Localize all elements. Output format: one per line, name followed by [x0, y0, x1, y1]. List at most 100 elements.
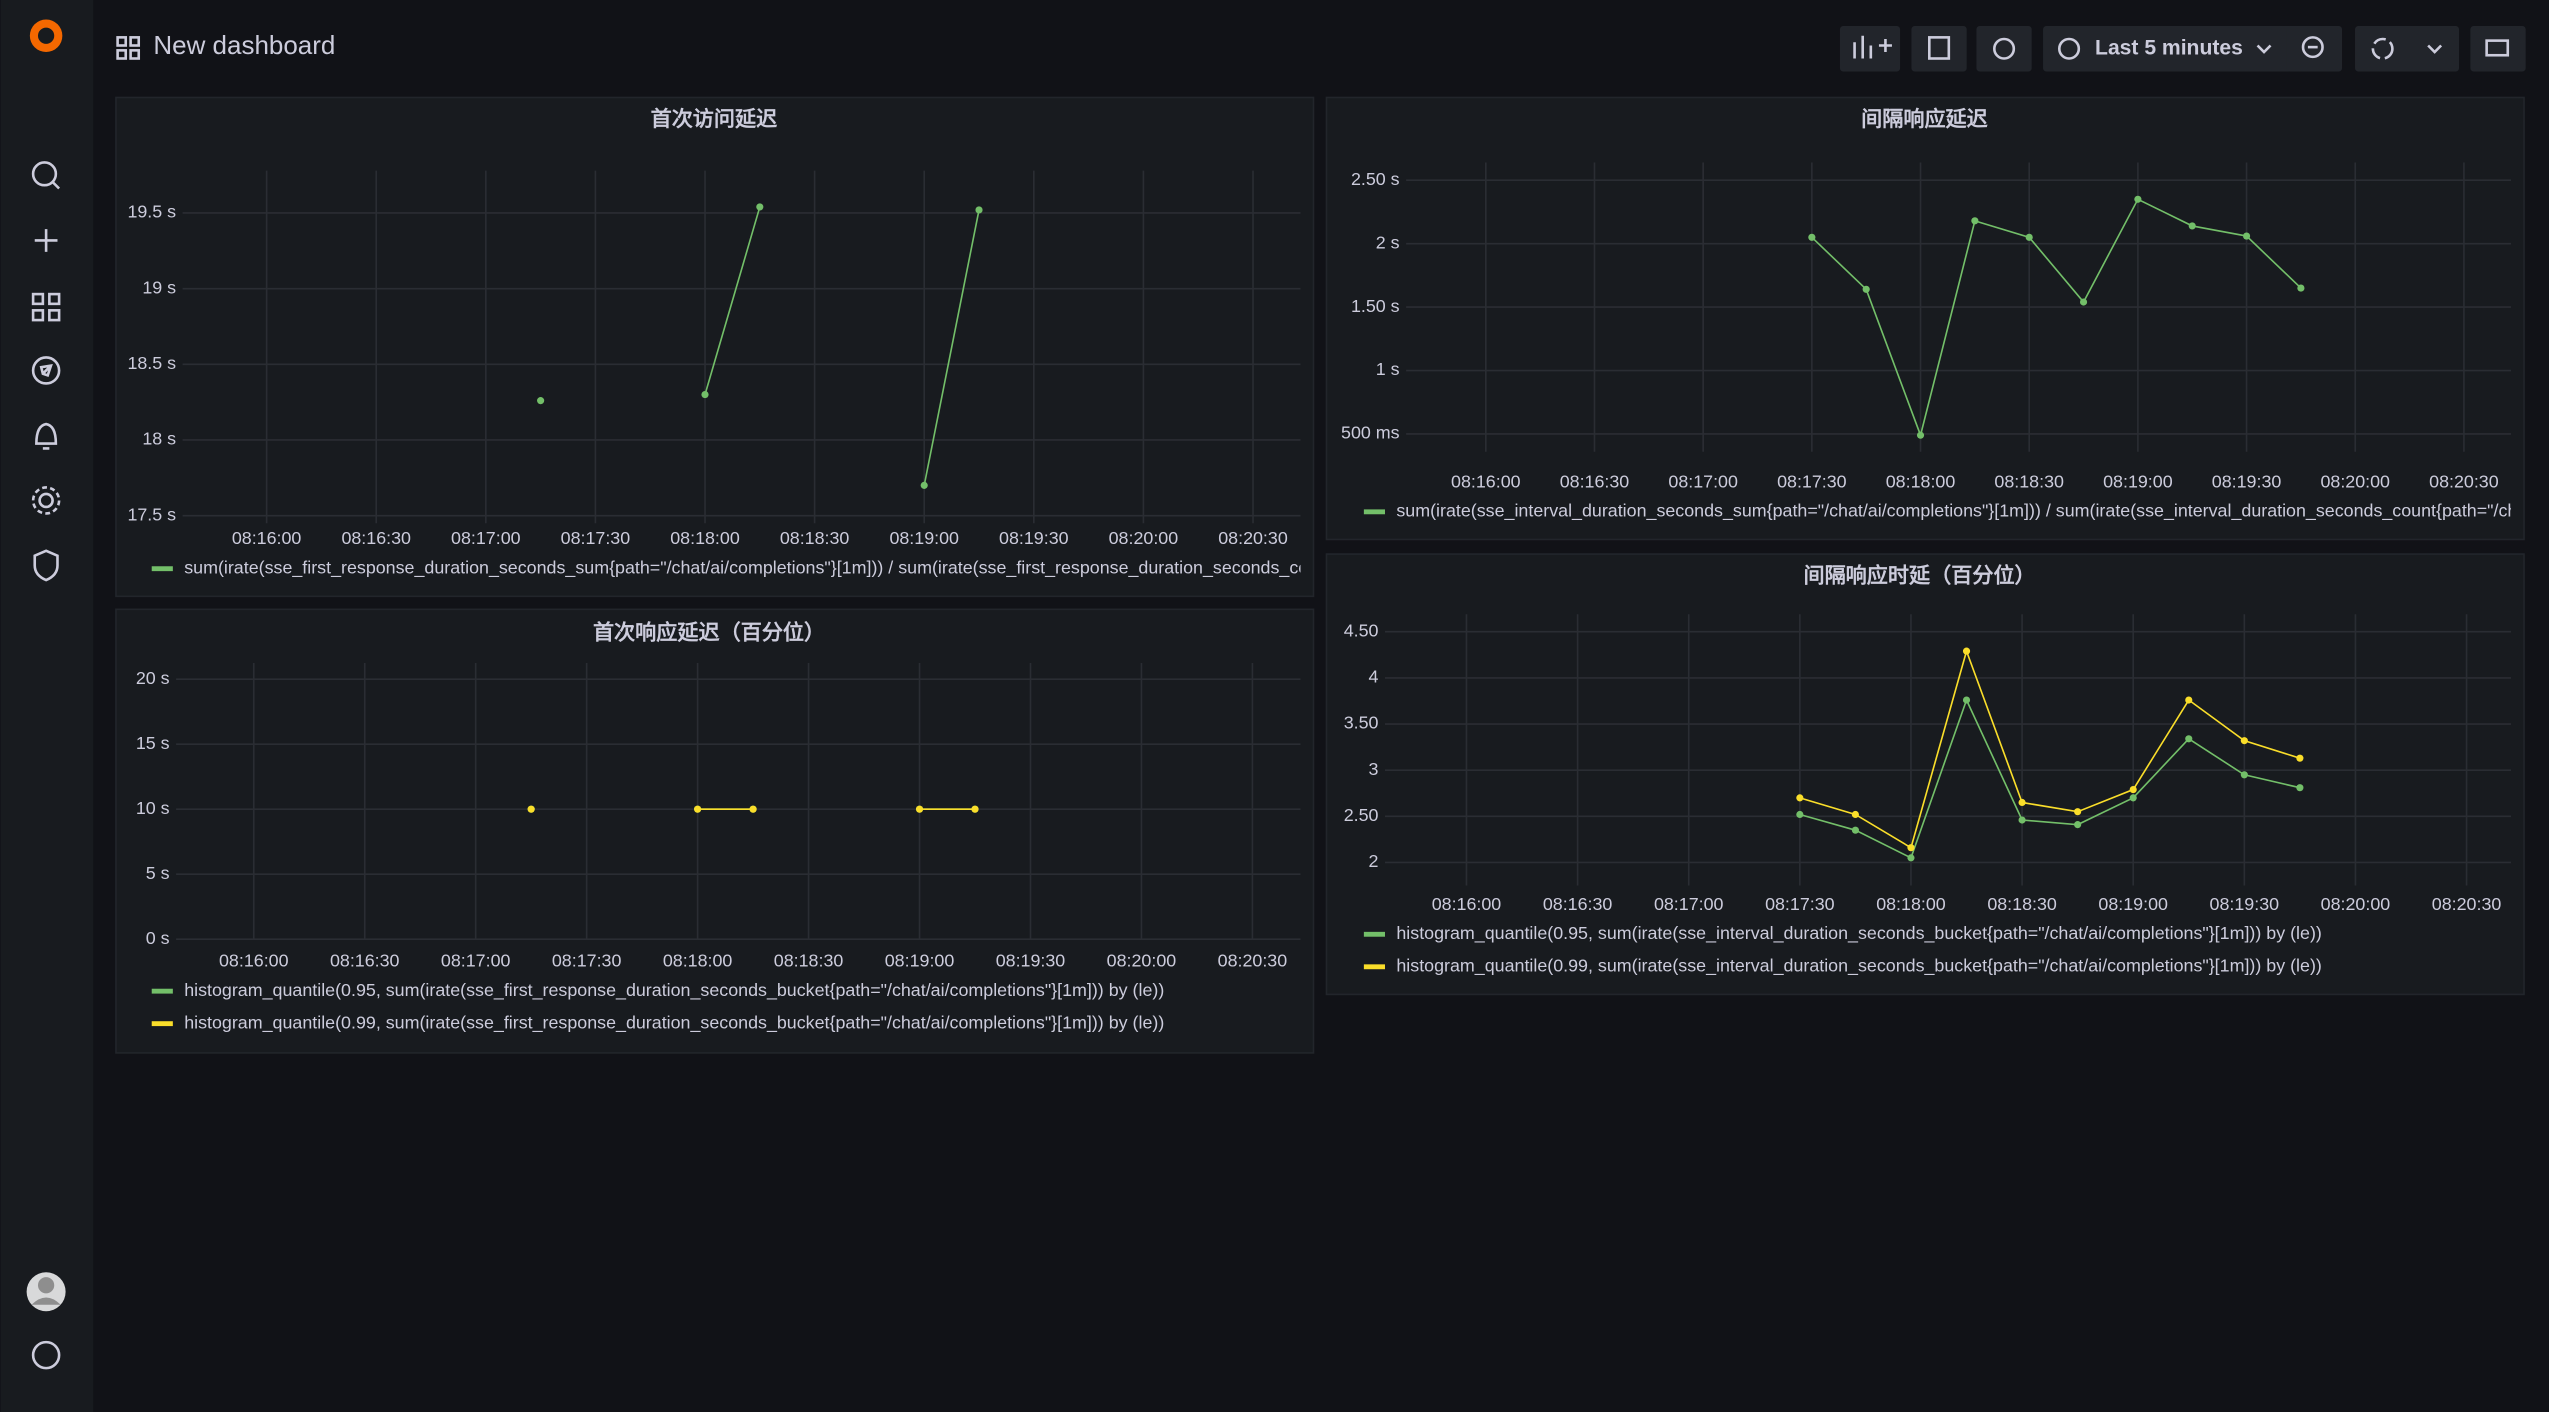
x-tick-label: 08:18:00	[1886, 471, 1956, 491]
data-point	[2025, 233, 2033, 241]
legend-label: histogram_quantile(0.99, sum(irate(sse_i…	[1396, 956, 2321, 977]
x-tick-label: 08:17:00	[1654, 894, 1724, 914]
legend-label: sum(irate(sse_first_response_duration_se…	[184, 557, 1607, 578]
data-point	[527, 805, 535, 813]
y-tick-label: 15 s	[136, 733, 170, 753]
data-point	[1862, 285, 1870, 293]
y-tick-label: 2	[1369, 851, 1379, 871]
y-tick-label: 0 s	[146, 928, 170, 948]
x-tick-label: 08:20:00	[1107, 951, 1177, 971]
data-point	[1796, 810, 1804, 819]
legend-item: histogram_quantile(0.95, sum(irate(sse_f…	[184, 980, 1164, 1001]
panel-title: 间隔响应延迟	[1861, 106, 1988, 131]
x-tick-label: 08:17:00	[451, 528, 521, 548]
data-point	[1971, 217, 1979, 225]
x-tick-label: 08:18:30	[1987, 894, 2057, 914]
panel	[1325, 96, 2525, 541]
sidebar-icons[interactable]	[31, 161, 61, 1370]
legend-swatch[interactable]	[151, 1021, 173, 1027]
y-tick-label: 500 ms	[1341, 423, 1400, 443]
y-tick-label: 2.50	[1344, 805, 1379, 825]
x-tick-label: 08:17:00	[1668, 471, 1738, 491]
avatar[interactable]	[26, 1272, 66, 1312]
panel-title: 首次响应延迟（百分位）	[593, 619, 825, 644]
x-tick-label: 08:20:30	[1218, 528, 1288, 548]
x-tick-label: 08:16:30	[330, 951, 400, 971]
x-tick-label: 08:19:00	[889, 528, 959, 548]
x-tick-label: 08:18:30	[774, 951, 844, 971]
panel	[115, 608, 1315, 1054]
y-tick-label: 2 s	[1376, 232, 1400, 252]
x-tick-label: 08:19:30	[2210, 894, 2280, 914]
x-tick-label: 08:17:30	[552, 951, 622, 971]
data-point	[920, 481, 928, 489]
data-point	[2018, 816, 2026, 824]
panel	[115, 96, 1315, 598]
y-tick-label: 19 s	[142, 277, 176, 297]
x-tick-label: 08:19:30	[999, 528, 1069, 548]
x-tick-label: 08:17:30	[561, 528, 631, 548]
data-point	[1916, 431, 1925, 439]
legend-item: sum(irate(sse_interval_duration_seconds_…	[1396, 501, 2511, 522]
legend-swatch[interactable]	[151, 988, 173, 994]
toolbar[interactable]	[1839, 25, 2526, 72]
x-tick-label: 08:20:30	[2432, 894, 2502, 914]
x-tick-label: 08:16:30	[1560, 471, 1630, 491]
data-point	[749, 805, 757, 813]
legend-swatch[interactable]	[1363, 509, 1385, 515]
data-point	[2240, 771, 2248, 779]
y-tick-label: 17.5 s	[127, 504, 176, 524]
data-point	[2018, 798, 2026, 807]
legend-item: histogram_quantile(0.99, sum(irate(sse_i…	[1396, 956, 2321, 977]
x-tick-label: 08:16:00	[1432, 894, 1502, 914]
data-point	[975, 206, 983, 214]
logo[interactable]	[29, 19, 63, 52]
x-tick-label: 08:16:00	[219, 951, 289, 971]
x-tick-label: 08:18:00	[1876, 894, 1946, 914]
data-point	[2074, 808, 2082, 816]
legend-label: histogram_quantile(0.95, sum(irate(sse_f…	[184, 980, 1164, 1001]
data-point	[2074, 821, 2082, 829]
data-point	[2129, 794, 2137, 802]
x-tick-label: 08:18:00	[663, 951, 733, 971]
x-tick-label: 08:20:00	[2321, 894, 2391, 914]
y-tick-label: 1 s	[1376, 359, 1400, 379]
panel-title: 间隔响应时延（百分位）	[1803, 562, 2035, 587]
y-tick-label: 4	[1369, 667, 1379, 687]
data-point	[537, 397, 545, 405]
data-point	[1851, 810, 1859, 819]
dashboard-title[interactable]: New dashboard	[153, 30, 335, 60]
panels	[115, 96, 2525, 1054]
y-tick-label: 19.5 s	[127, 202, 176, 222]
x-tick-label: 08:19:30	[2212, 471, 2282, 491]
data-point	[2079, 298, 2088, 306]
legend-swatch[interactable]	[1363, 964, 1385, 970]
legend-swatch[interactable]	[1363, 931, 1385, 937]
data-point	[2188, 222, 2196, 230]
y-tick-label: 5 s	[146, 863, 170, 883]
data-point	[2242, 232, 2251, 240]
x-tick-label: 08:18:30	[1994, 471, 2064, 491]
data-point	[2185, 735, 2193, 743]
data-point	[971, 805, 979, 813]
y-tick-label: 18 s	[142, 429, 176, 449]
x-tick-label: 08:19:00	[885, 951, 955, 971]
series-line	[1811, 198, 2302, 438]
panel-title: 首次访问延迟	[651, 106, 778, 131]
data-point	[2296, 754, 2304, 762]
legend-item: histogram_quantile(0.99, sum(irate(sse_f…	[184, 1012, 1164, 1033]
data-point	[1808, 233, 1816, 241]
data-point	[1962, 647, 1971, 655]
y-tick-label: 10 s	[136, 798, 170, 818]
data-point	[2129, 785, 2137, 794]
time-range[interactable]: Last 5 minutes	[2095, 36, 2243, 59]
legend-swatch[interactable]	[151, 566, 173, 572]
y-tick-label: 2.50 s	[1351, 169, 1400, 189]
dashboard-icon	[116, 36, 141, 60]
x-tick-label: 08:17:00	[441, 951, 511, 971]
sidebar	[0, 0, 94, 1412]
data-point	[2297, 284, 2305, 292]
data-point	[2134, 195, 2142, 203]
y-tick-label: 3.50	[1344, 713, 1379, 733]
x-tick-label: 08:16:30	[341, 528, 411, 548]
